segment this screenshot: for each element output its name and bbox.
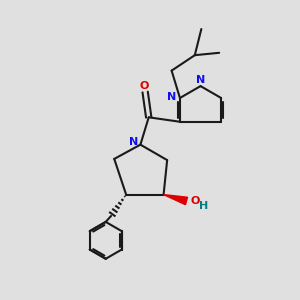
Text: N: N — [196, 75, 206, 85]
Text: N: N — [167, 92, 176, 102]
Text: N: N — [129, 137, 138, 147]
Text: O: O — [140, 80, 149, 91]
Text: O: O — [190, 196, 200, 206]
Polygon shape — [164, 195, 188, 205]
Text: H: H — [199, 201, 208, 211]
